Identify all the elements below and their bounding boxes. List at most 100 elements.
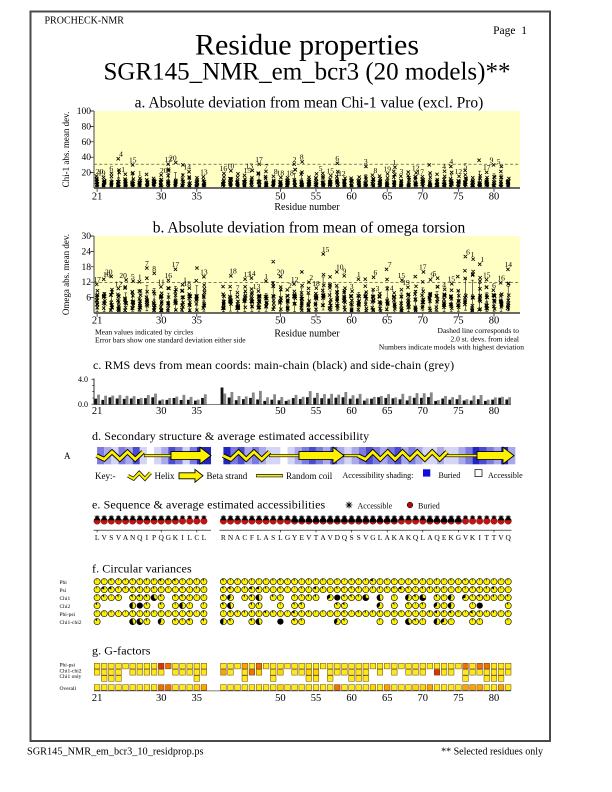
svg-text:Q: Q	[413, 533, 419, 542]
svg-text:24: 24	[82, 247, 92, 257]
svg-text:Chi2: Chi2	[60, 604, 71, 610]
svg-text:80: 80	[82, 122, 92, 132]
svg-text:S: S	[271, 533, 275, 542]
svg-text:70: 70	[418, 316, 429, 327]
svg-text:55: 55	[311, 406, 322, 417]
svg-text:S: S	[350, 533, 354, 542]
svg-text:1: 1	[138, 273, 142, 282]
svg-text:60: 60	[346, 316, 357, 327]
svg-text:2: 2	[288, 281, 292, 290]
svg-text:Overall: Overall	[60, 686, 77, 692]
svg-text:12: 12	[291, 275, 299, 284]
svg-text:A: A	[320, 533, 326, 542]
svg-text:K: K	[406, 533, 412, 542]
svg-text:70: 70	[418, 693, 429, 704]
svg-text:Residue properties: Residue properties	[195, 29, 419, 62]
svg-text:6: 6	[374, 268, 378, 277]
svg-text:50: 50	[275, 693, 286, 704]
svg-text:6: 6	[109, 164, 113, 173]
svg-text:75: 75	[453, 693, 464, 704]
svg-text:G: G	[166, 533, 172, 542]
svg-text:2: 2	[309, 273, 313, 282]
svg-text:5: 5	[433, 269, 437, 278]
svg-text:Mean values indicated by circl: Mean values indicated by circles	[95, 328, 193, 337]
svg-text:K: K	[449, 533, 455, 542]
svg-text:18: 18	[277, 168, 285, 177]
svg-text:Helix: Helix	[155, 471, 175, 481]
svg-text:5: 5	[464, 161, 468, 170]
svg-text:c. RMS devs from mean coords:: c. RMS devs from mean coords: main-chain…	[93, 358, 454, 372]
svg-text:L: L	[378, 533, 383, 542]
svg-text:7: 7	[145, 259, 149, 268]
svg-text:4: 4	[449, 157, 453, 166]
svg-text:S: S	[357, 533, 361, 542]
svg-text:1: 1	[183, 276, 187, 285]
svg-text:V: V	[306, 533, 312, 542]
svg-text:11: 11	[158, 278, 165, 287]
svg-text:Numbers indicate models with h: Numbers indicate models with highest dev…	[379, 343, 524, 352]
svg-text:30: 30	[156, 406, 167, 417]
svg-text:** Selected residues only: ** Selected residues only	[441, 747, 543, 758]
svg-text:A: A	[385, 533, 391, 542]
svg-text:E: E	[299, 533, 304, 542]
svg-text:80: 80	[489, 191, 500, 202]
svg-text:Omega abs. mean dev.: Omega abs. mean dev.	[61, 234, 71, 315]
svg-text:Q: Q	[342, 533, 348, 542]
svg-text:15: 15	[129, 156, 137, 165]
svg-text:T: T	[314, 533, 319, 542]
svg-text:20: 20	[105, 267, 113, 276]
svg-text:17: 17	[417, 168, 425, 177]
svg-text:Beta strand: Beta strand	[207, 471, 248, 481]
svg-text:17: 17	[419, 263, 427, 272]
svg-text:g. G-factors: g. G-factors	[92, 644, 151, 658]
svg-text:30: 30	[156, 693, 167, 704]
svg-text:T: T	[485, 533, 490, 542]
svg-text:4: 4	[442, 280, 446, 289]
svg-text:C: C	[242, 533, 247, 542]
svg-text:K: K	[173, 533, 179, 542]
svg-text:Chi-1 abs. mean dev.: Chi-1 abs. mean dev.	[61, 112, 71, 188]
svg-text:Accessible: Accessible	[488, 471, 523, 480]
svg-text:Buried: Buried	[439, 471, 461, 480]
svg-text:A: A	[123, 533, 129, 542]
svg-text:19: 19	[98, 168, 106, 177]
svg-text:PROCHECK-NMR: PROCHECK-NMR	[45, 16, 125, 27]
svg-text:1: 1	[357, 270, 361, 279]
svg-text:A: A	[427, 533, 433, 542]
svg-text:6: 6	[86, 294, 91, 304]
svg-text:15: 15	[483, 270, 491, 279]
svg-text:80: 80	[489, 316, 500, 327]
svg-text:65: 65	[382, 406, 393, 417]
svg-text:15: 15	[322, 245, 330, 254]
svg-text:15: 15	[447, 275, 455, 284]
svg-text:Chi1-chi2: Chi1-chi2	[60, 669, 82, 675]
svg-text:15: 15	[398, 271, 406, 280]
svg-text:18: 18	[82, 263, 92, 273]
svg-text:K: K	[470, 533, 476, 542]
svg-text:2: 2	[293, 155, 297, 164]
svg-text:70: 70	[418, 406, 429, 417]
svg-text:20: 20	[82, 169, 92, 179]
svg-text:3: 3	[350, 282, 354, 291]
svg-text:V: V	[363, 533, 369, 542]
svg-text:Chi1-chi2: Chi1-chi2	[60, 620, 82, 626]
svg-text:L: L	[187, 533, 192, 542]
svg-text:A: A	[399, 533, 405, 542]
svg-text:V: V	[498, 533, 504, 542]
svg-text:8: 8	[300, 153, 304, 162]
svg-text:Y: Y	[292, 533, 298, 542]
svg-text:16: 16	[165, 271, 173, 280]
svg-text:Dashed line corresponds to: Dashed line corresponds to	[438, 326, 520, 335]
svg-text:K: K	[392, 533, 398, 542]
svg-text:14: 14	[504, 260, 512, 269]
svg-text:60: 60	[346, 191, 357, 202]
svg-text:80: 80	[489, 693, 500, 704]
svg-text:60: 60	[82, 138, 92, 148]
svg-text:13: 13	[246, 161, 254, 170]
svg-text:17: 17	[483, 163, 491, 172]
svg-text:17: 17	[93, 275, 101, 284]
svg-text:9: 9	[343, 267, 347, 276]
svg-text:75: 75	[453, 316, 464, 327]
svg-text:V: V	[328, 533, 334, 542]
svg-text:1: 1	[121, 165, 125, 174]
